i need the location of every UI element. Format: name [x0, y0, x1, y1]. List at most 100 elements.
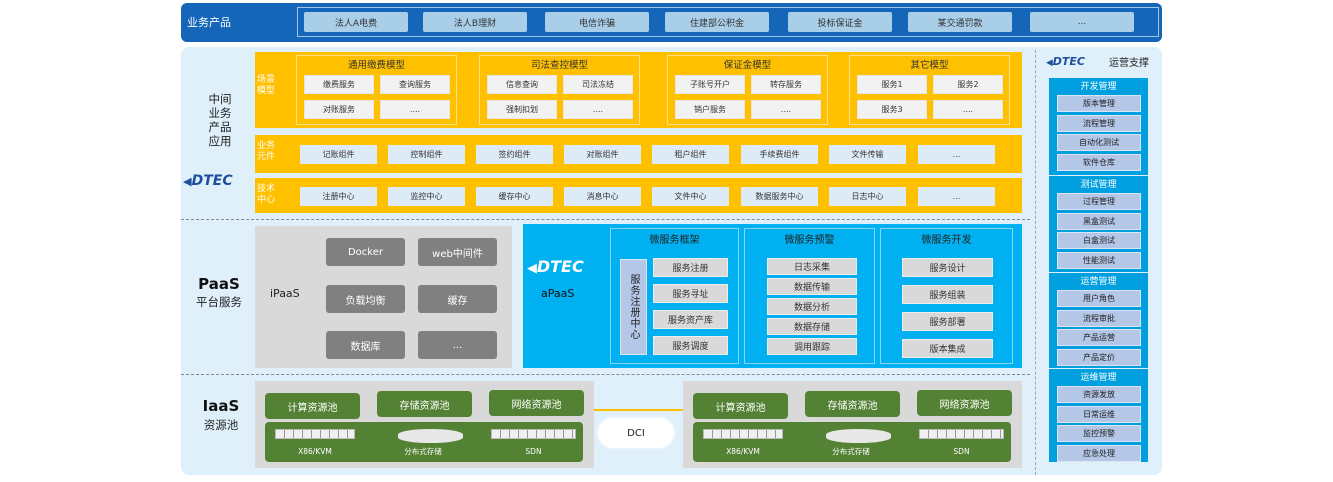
scene-item[interactable]: .... — [380, 100, 450, 119]
apaas-item[interactable]: 版本集成 — [902, 339, 993, 358]
scene-item[interactable]: 司法冻结 — [563, 75, 633, 94]
apaas-item[interactable]: 服务组装 — [902, 285, 993, 304]
tech-item[interactable]: 数据服务中心 — [741, 187, 818, 206]
scene-label: 场景模型 — [257, 75, 276, 96]
apaas-item[interactable]: 数据分析 — [767, 298, 857, 315]
ops-item[interactable]: 过程管理 — [1057, 193, 1141, 210]
pool-button[interactable]: 计算资源池 — [693, 393, 788, 419]
ipaas-item[interactable]: ... — [418, 331, 497, 359]
components-item[interactable]: 签约组件 — [476, 145, 553, 164]
components-label: 业务元件 — [257, 141, 276, 162]
pool-button[interactable]: 存储资源池 — [377, 391, 472, 417]
tech-item[interactable]: 日志中心 — [829, 187, 906, 206]
ops-item[interactable]: 流程管理 — [1057, 114, 1141, 132]
apaas-item[interactable]: 服务资产库 — [653, 310, 728, 329]
components-item[interactable]: 文件传输 — [829, 145, 906, 164]
ops-item[interactable]: 产品运营 — [1057, 329, 1141, 346]
scene-item[interactable]: 服务2 — [933, 75, 1003, 94]
apaas-item[interactable]: 数据传输 — [767, 278, 857, 295]
tech-item[interactable]: 文件中心 — [652, 187, 729, 206]
ops-item[interactable]: 版本管理 — [1057, 95, 1141, 112]
ops-item[interactable]: 产品定价 — [1057, 348, 1141, 366]
ops-item[interactable]: 资源发放 — [1057, 386, 1141, 403]
product-item[interactable]: 住建部公积金 — [665, 12, 769, 32]
components-item[interactable]: 手续费组件 — [741, 145, 818, 164]
ops-item[interactable]: 黑盒测试 — [1057, 212, 1141, 230]
ops-item[interactable]: 流程审批 — [1057, 309, 1141, 327]
apaas-item[interactable]: 服务设计 — [902, 258, 993, 277]
product-item[interactable]: 投标保证金 — [788, 12, 892, 32]
ops-item[interactable]: 监控预警 — [1057, 425, 1141, 442]
ipaas-item[interactable]: web中间件 — [418, 238, 497, 266]
apaas-item[interactable]: 服务寻址 — [653, 284, 728, 303]
pool-button[interactable]: 存储资源池 — [805, 391, 900, 417]
product-item[interactable]: 法人B理财 — [423, 12, 527, 32]
scene-item[interactable]: 服务1 — [857, 75, 927, 94]
scene-item[interactable]: 转存服务 — [751, 75, 821, 94]
components-item[interactable]: 控制组件 — [388, 145, 465, 164]
product-item[interactable]: 电信诈骗 — [545, 12, 649, 32]
product-item[interactable]: 某交通罚款 — [908, 12, 1012, 32]
switch-icon — [919, 429, 1004, 439]
components-item[interactable]: 对账组件 — [564, 145, 641, 164]
ipaas-item[interactable]: 负载均衡 — [326, 285, 405, 313]
components-item[interactable]: 租户组件 — [652, 145, 729, 164]
apaas-group-title: 微服务预警 — [784, 234, 835, 246]
dtec-logo-apaas: ◀DTEC — [527, 257, 584, 276]
apaas-item[interactable]: 数据存储 — [767, 318, 857, 335]
components-item[interactable]: 记账组件 — [300, 145, 377, 164]
ipaas-label: iPaaS — [270, 287, 300, 300]
apaas-item[interactable]: 调用跟踪 — [767, 338, 857, 355]
pool-button[interactable]: 网络资源池 — [489, 390, 584, 416]
apaas-group — [744, 228, 875, 364]
dtec-logo-ops: ◀DTEC — [1046, 55, 1085, 68]
ipaas-item[interactable]: 数据库 — [326, 331, 405, 359]
ops-item[interactable]: 性能测试 — [1057, 251, 1141, 269]
scene-group-title: 通用缴费模型 — [347, 60, 405, 71]
scene-item[interactable]: .... — [751, 100, 821, 119]
scene-item[interactable]: 信息查询 — [487, 75, 557, 94]
tech-item[interactable]: ... — [918, 187, 995, 206]
storage-icon — [826, 429, 891, 443]
scene-group-title: 其它模型 — [910, 60, 949, 71]
scene-item[interactable]: .... — [563, 100, 633, 119]
ops-item[interactable]: 自动化测试 — [1057, 134, 1141, 151]
scene-group-title: 司法查控模型 — [530, 60, 588, 71]
ops-item[interactable]: 用户角色 — [1057, 290, 1141, 307]
scene-item[interactable]: 强制扣划 — [487, 100, 557, 119]
scene-item[interactable]: .... — [933, 100, 1003, 119]
tech-item[interactable]: 消息中心 — [564, 187, 641, 206]
apaas-item[interactable]: 日志采集 — [767, 258, 857, 275]
scene-item[interactable]: 服务3 — [857, 100, 927, 119]
tech-item[interactable]: 监控中心 — [388, 187, 465, 206]
product-item[interactable]: 法人A电费 — [304, 12, 408, 32]
logo-arrow-icon: ◀ — [527, 261, 537, 276]
ops-item[interactable]: 白盒测试 — [1057, 232, 1141, 249]
ops-item[interactable]: 软件仓库 — [1057, 153, 1141, 171]
logo-arrow-icon: ◀ — [1046, 58, 1053, 68]
divider — [181, 374, 1030, 375]
scene-item[interactable]: 子账号开户 — [675, 75, 745, 94]
ipaas-item[interactable]: Docker — [326, 238, 405, 266]
scene-item[interactable]: 缴费服务 — [304, 75, 374, 94]
tech-item[interactable]: 缓存中心 — [476, 187, 553, 206]
pool-button[interactable]: 网络资源池 — [917, 390, 1012, 416]
hardware-label: X86/KVM — [726, 446, 760, 456]
ops-item[interactable]: 应急处理 — [1057, 444, 1141, 462]
ipaas-item[interactable]: 缓存 — [418, 285, 497, 313]
apaas-item[interactable]: 服务注册 — [653, 258, 728, 277]
pool-button[interactable]: 计算资源池 — [265, 393, 360, 419]
apaas-item[interactable]: 服务部署 — [902, 312, 993, 331]
components-item[interactable]: ... — [918, 145, 995, 164]
scene-item[interactable]: 对账服务 — [304, 100, 374, 119]
scene-item[interactable]: 查询服务 — [380, 75, 450, 94]
ops-item[interactable]: 日常运维 — [1057, 405, 1141, 423]
storage-icon — [398, 429, 463, 443]
apaas-group — [610, 228, 739, 364]
paas-subtitle: 平台服务 — [196, 295, 242, 309]
apaas-group — [880, 228, 1013, 364]
product-item[interactable]: ... — [1030, 12, 1134, 32]
tech-item[interactable]: 注册中心 — [300, 187, 377, 206]
scene-item[interactable]: 销户服务 — [675, 100, 745, 119]
apaas-item[interactable]: 服务调度 — [653, 336, 728, 355]
